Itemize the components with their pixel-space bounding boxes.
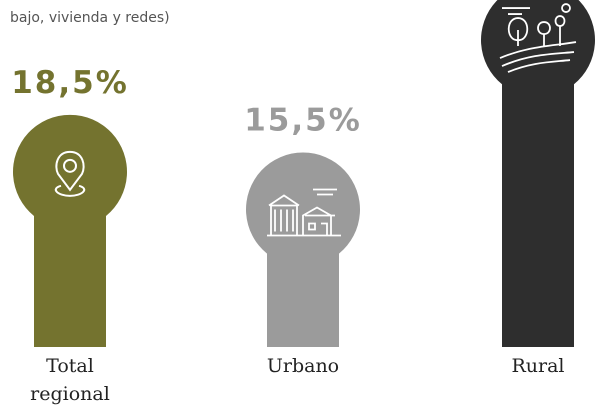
icon-sun — [561, 3, 571, 13]
bar — [246, 152, 361, 347]
icon-pin-dot — [63, 158, 77, 173]
bar — [481, 0, 595, 347]
icon — [499, 3, 577, 73]
category-label: Rural — [511, 355, 565, 377]
value-label: 15,5% — [244, 102, 362, 138]
category-label: Total regional — [30, 355, 110, 405]
icon-pin — [55, 150, 85, 192]
icon-pin-base — [54, 184, 86, 197]
icon — [267, 188, 341, 237]
subtitle: bajo, vivienda y redes) — [10, 10, 170, 26]
bar — [12, 114, 127, 347]
value-label: 18,5% — [11, 65, 129, 101]
category-label: Urbano — [266, 355, 340, 377]
icon — [54, 150, 86, 197]
icon-buildings — [267, 188, 341, 237]
icon-rural — [499, 7, 577, 73]
